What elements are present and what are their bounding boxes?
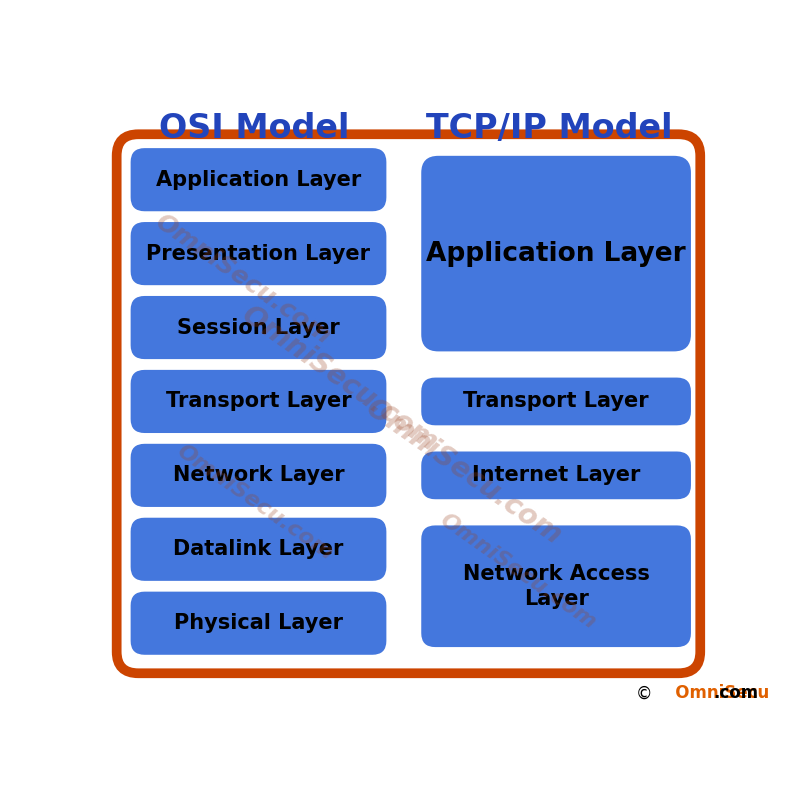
Text: Session Layer: Session Layer [177,318,340,338]
Text: ©: © [636,684,658,702]
FancyBboxPatch shape [131,591,387,655]
FancyBboxPatch shape [131,296,387,359]
FancyBboxPatch shape [131,518,387,581]
Text: Internet Layer: Internet Layer [472,465,640,485]
FancyBboxPatch shape [131,222,387,285]
Text: Presentation Layer: Presentation Layer [147,243,371,263]
Text: Transport Layer: Transport Layer [166,392,351,412]
Text: OmniSecu.com: OmniSecu.com [151,209,336,349]
Text: Network Access
Layer: Network Access Layer [463,564,650,609]
Text: Application Layer: Application Layer [156,170,361,190]
Text: Network Layer: Network Layer [173,465,344,485]
Text: OmniSecu.com: OmniSecu.com [173,440,336,564]
FancyBboxPatch shape [131,148,387,211]
Text: Application Layer: Application Layer [426,241,686,267]
Text: Transport Layer: Transport Layer [463,392,649,412]
Text: Physical Layer: Physical Layer [174,613,343,633]
FancyBboxPatch shape [422,452,691,500]
Text: OmniSecu.com: OmniSecu.com [237,301,443,457]
Text: TCP/IP Model: TCP/IP Model [426,113,673,145]
FancyBboxPatch shape [116,134,701,674]
FancyBboxPatch shape [422,377,691,425]
FancyBboxPatch shape [131,444,387,507]
Text: .com: .com [713,684,759,702]
FancyBboxPatch shape [131,370,387,433]
Text: OmniSecu: OmniSecu [658,684,769,702]
FancyBboxPatch shape [422,156,691,351]
FancyBboxPatch shape [422,525,691,647]
Text: OmniSecu.com: OmniSecu.com [436,510,600,633]
Text: OmniSecu.com: OmniSecu.com [361,393,567,550]
Text: Datalink Layer: Datalink Layer [173,539,344,559]
Text: OSI Model: OSI Model [159,113,350,145]
